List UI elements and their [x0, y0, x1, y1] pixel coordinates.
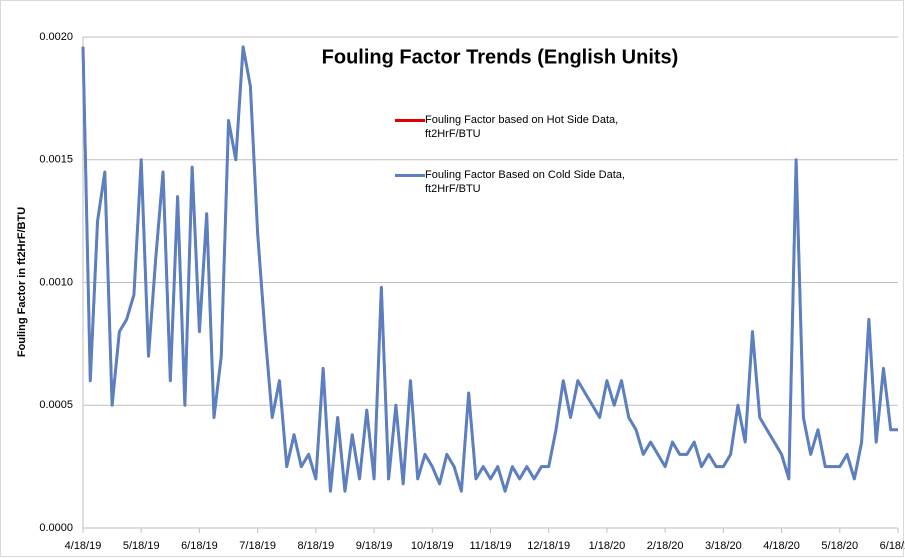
x-tick-label: 8/18/19 — [298, 540, 335, 552]
series-line — [81, 45, 898, 493]
y-axis-label: Fouling Factor in ft2HrF/BTU — [16, 207, 28, 357]
legend-swatch — [395, 174, 425, 177]
legend-swatch — [395, 119, 425, 122]
x-tick-label: 5/18/20 — [821, 540, 858, 552]
x-tick-label: 10/18/19 — [411, 540, 454, 552]
x-tick-label: 4/18/19 — [65, 540, 102, 552]
legend-entry: Fouling Factor based on Hot Side Data, f… — [395, 113, 650, 141]
x-tick-label: 9/18/19 — [356, 540, 393, 552]
x-tick-label: 6/18/19 — [181, 540, 218, 552]
x-tick-label: 5/18/19 — [123, 540, 160, 552]
y-tick-label: 0.0010 — [39, 276, 73, 288]
chart-title: Fouling Factor Trends (English Units) — [322, 46, 679, 68]
legend-label: Fouling Factor Based on Cold Side Data, … — [425, 169, 625, 195]
x-tick-label: 11/18/19 — [469, 540, 511, 552]
x-tick-label: 1/18/20 — [589, 540, 626, 552]
y-tick-label: 0.0000 — [39, 522, 73, 534]
x-tick-label: 3/18/20 — [705, 540, 742, 552]
y-tick-label: 0.0005 — [39, 399, 73, 411]
x-tick-label: 7/18/19 — [239, 540, 276, 552]
y-tick-label: 0.0020 — [39, 31, 73, 43]
y-tick-label: 0.0015 — [39, 154, 73, 166]
x-tick-label: 12/18/19 — [527, 540, 570, 552]
x-tick-label: 4/18/20 — [763, 540, 800, 552]
legend-label: Fouling Factor based on Hot Side Data, f… — [425, 114, 619, 140]
x-tick-label: 2/18/20 — [647, 540, 684, 552]
legend-entry: Fouling Factor Based on Cold Side Data, … — [395, 168, 650, 196]
x-tick-label: 6/18/20 — [880, 540, 905, 552]
